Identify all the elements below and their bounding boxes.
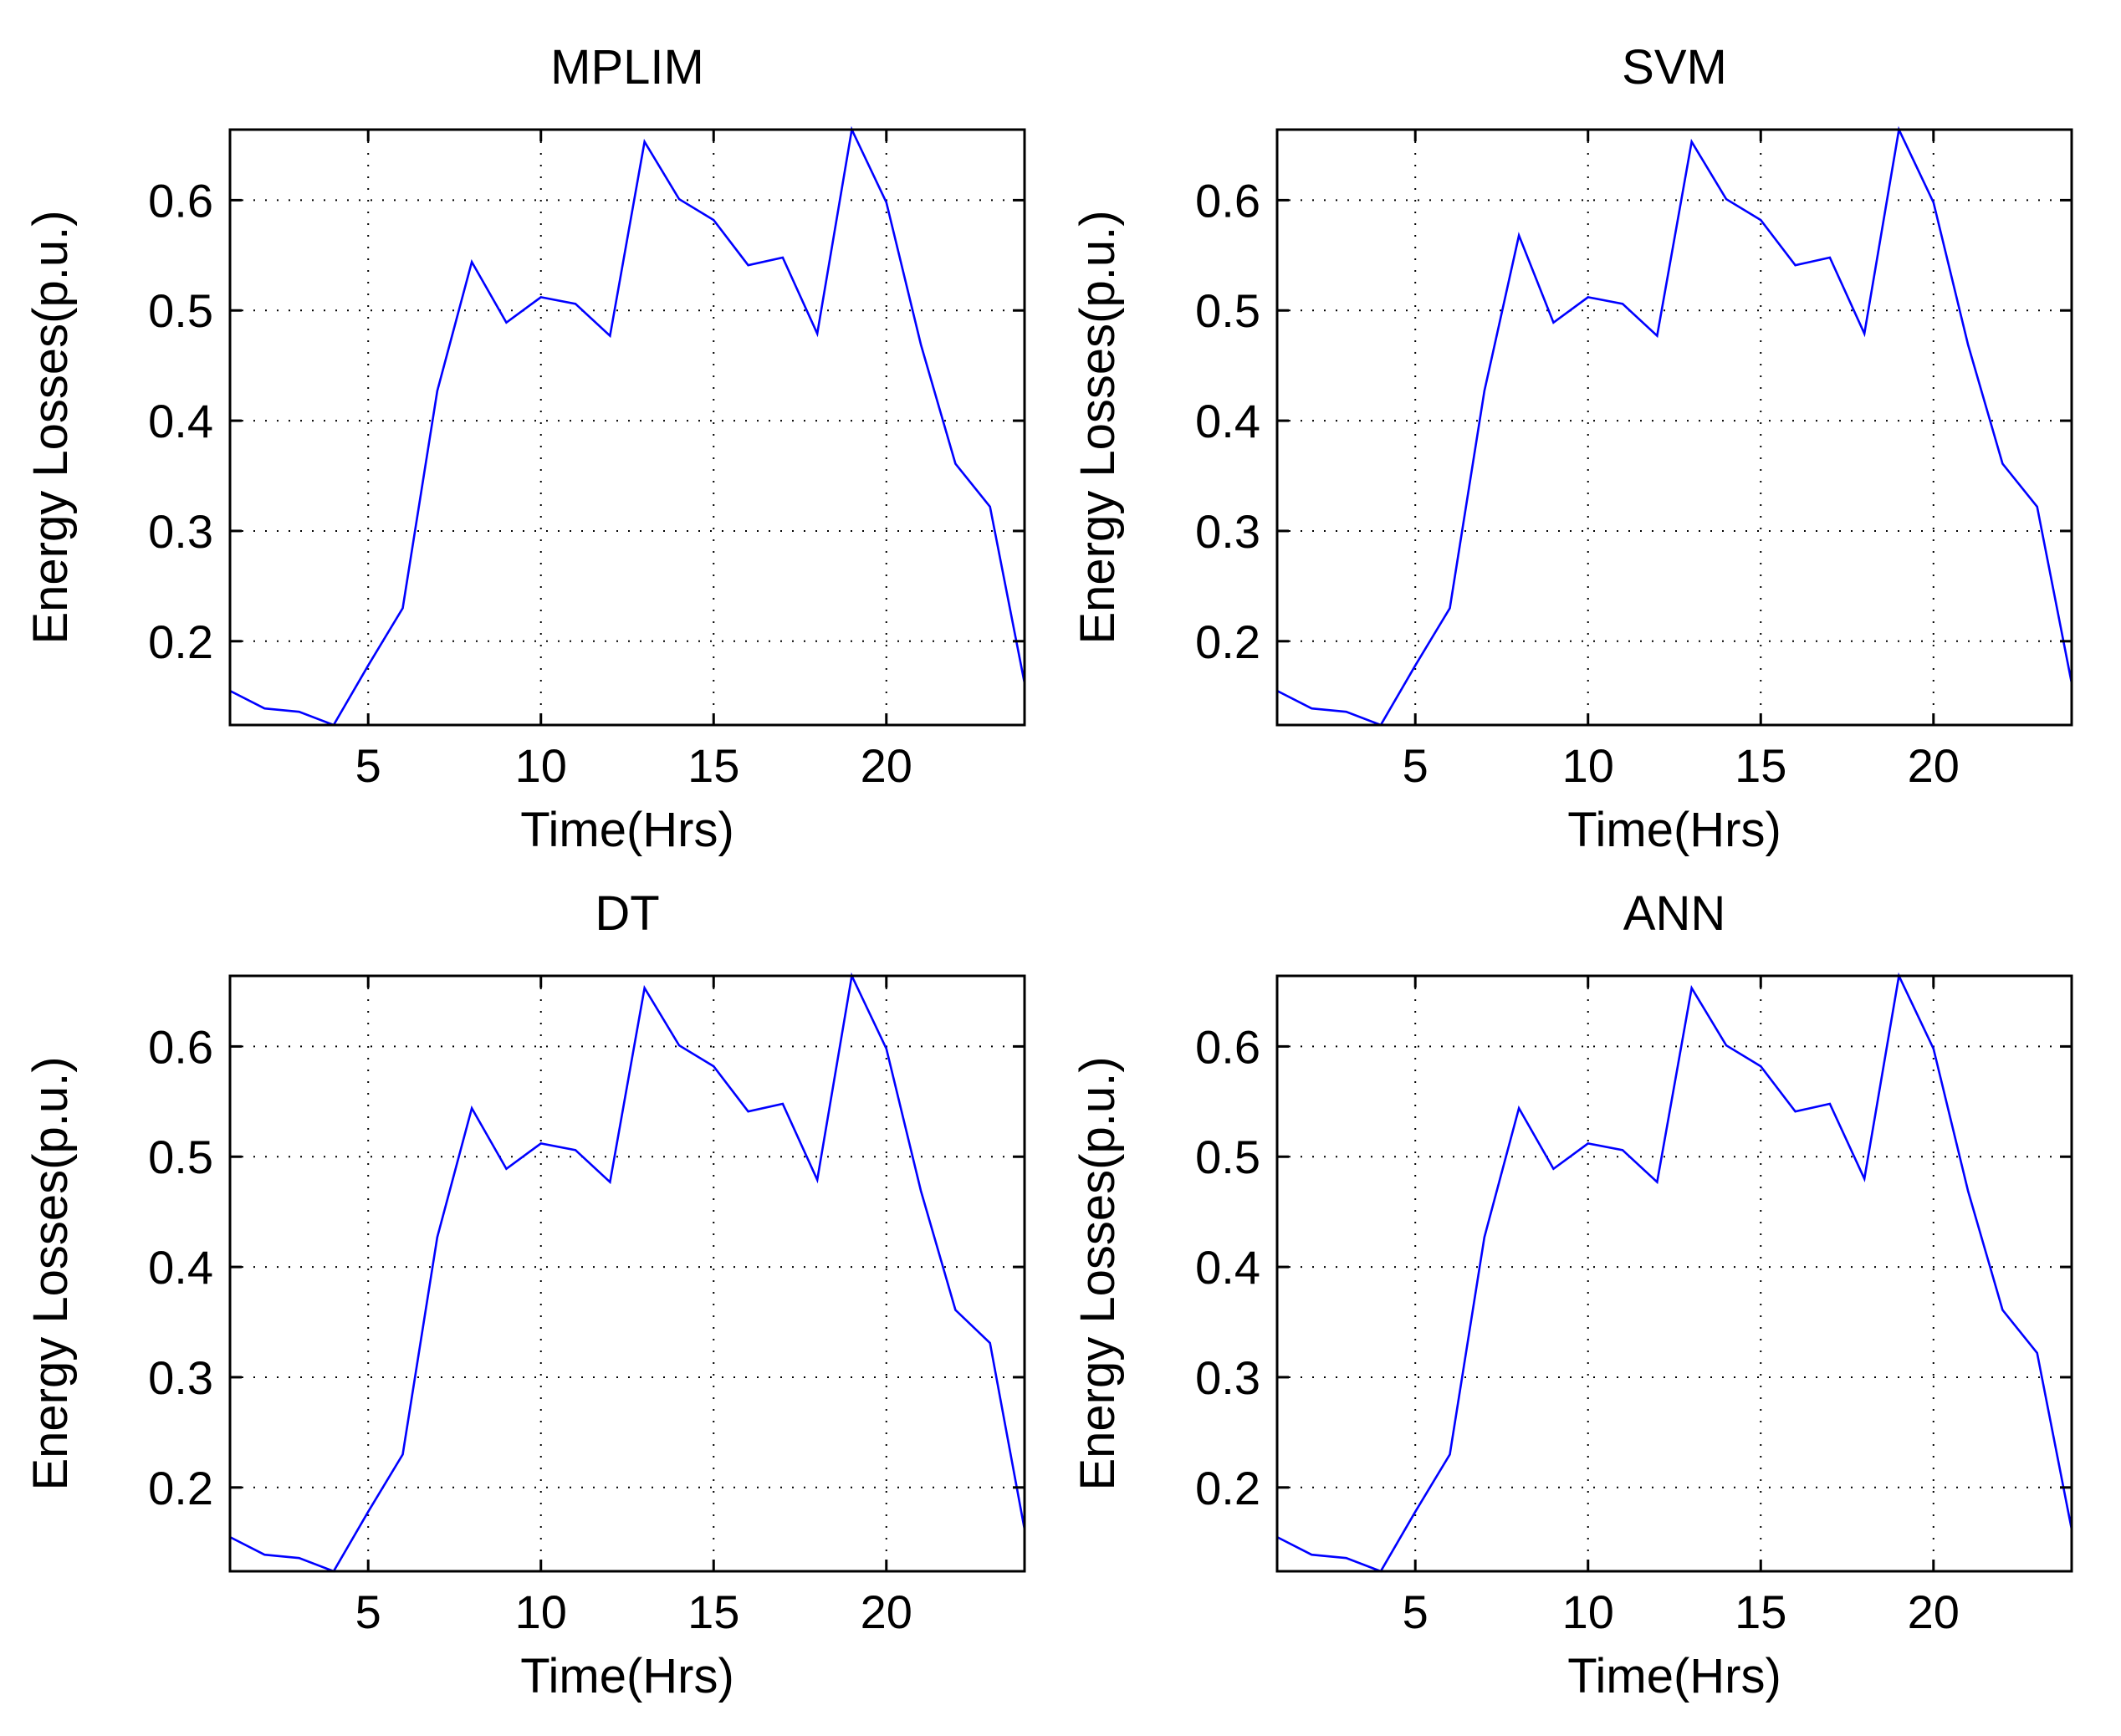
x-tick-label: 5 <box>355 739 381 792</box>
x-tick-label: 10 <box>1562 739 1614 792</box>
subplot-title: DT <box>595 886 659 941</box>
y-tick-label: 0.6 <box>148 1020 213 1073</box>
x-axis-label: Time(Hrs) <box>1567 803 1781 857</box>
x-axis-label: Time(Hrs) <box>520 1649 734 1703</box>
y-tick-label: 0.5 <box>1195 284 1260 337</box>
subplot-title: MPLIM <box>550 40 704 94</box>
series-line <box>229 125 1026 727</box>
y-tick-label: 0.6 <box>148 174 213 227</box>
y-tick-label: 0.4 <box>1195 395 1260 447</box>
axes-box <box>228 128 1026 727</box>
series-line <box>1276 125 2073 727</box>
x-tick-label: 5 <box>355 1585 381 1638</box>
x-tick-label: 15 <box>687 739 739 792</box>
subplot-ann: ANN 5 10 15 20 0.2 0.3 0.4 0.5 0.6 Time(… <box>1071 886 2073 1703</box>
x-tick-label: 5 <box>1403 739 1428 792</box>
y-tick-label: 0.2 <box>1195 615 1260 668</box>
y-tick-label: 0.4 <box>1195 1241 1260 1294</box>
x-axis-label: Time(Hrs) <box>520 803 734 857</box>
y-axis-label: Energy Losses(p.u.) <box>1071 210 1125 644</box>
y-tick-label: 0.2 <box>148 615 213 668</box>
series-line <box>1276 972 2073 1573</box>
tick-marks <box>230 976 1025 1571</box>
subplot-svm: SVM 5 10 15 20 0.2 0.3 0.4 0.5 0.6 Time(… <box>1071 40 2073 857</box>
tick-marks <box>230 130 1025 725</box>
y-tick-label: 0.4 <box>148 1241 213 1294</box>
y-axis-label: Energy Losses(p.u.) <box>23 210 78 644</box>
subplot-dt: DT 5 10 15 20 0.2 0.3 0.4 0.5 0.6 Time(H… <box>23 886 1026 1703</box>
subplot-title: ANN <box>1623 886 1725 941</box>
tick-marks <box>1277 976 2072 1571</box>
y-axis-label: Energy Losses(p.u.) <box>23 1056 78 1490</box>
x-tick-label: 5 <box>1403 1585 1428 1638</box>
series-line <box>229 972 1026 1573</box>
x-axis-label: Time(Hrs) <box>1567 1649 1781 1703</box>
x-tick-label: 15 <box>687 1585 739 1638</box>
x-tick-label: 20 <box>1908 739 1960 792</box>
axes-box <box>1275 974 2073 1573</box>
y-tick-label: 0.6 <box>1195 1020 1260 1073</box>
x-tick-label: 20 <box>861 1585 912 1638</box>
y-tick-label: 0.3 <box>1195 505 1260 558</box>
x-tick-label: 10 <box>1562 1585 1614 1638</box>
tick-marks <box>1277 130 2072 725</box>
y-axis-label: Energy Losses(p.u.) <box>1071 1056 1125 1490</box>
x-tick-label: 20 <box>861 739 912 792</box>
x-tick-label: 10 <box>515 1585 567 1638</box>
y-tick-label: 0.3 <box>148 1351 213 1404</box>
y-tick-label: 0.3 <box>148 505 213 558</box>
axes-box <box>1275 128 2073 727</box>
x-tick-label: 20 <box>1908 1585 1960 1638</box>
axes-box <box>228 974 1026 1573</box>
y-tick-label: 0.5 <box>148 284 213 337</box>
x-tick-label: 15 <box>1735 739 1786 792</box>
y-tick-label: 0.5 <box>1195 1131 1260 1183</box>
y-tick-label: 0.5 <box>148 1131 213 1183</box>
subplot-mplim: MPLIM 5 10 15 20 0.2 0.3 0.4 0.5 0.6 Tim… <box>23 40 1026 857</box>
y-tick-label: 0.6 <box>1195 174 1260 227</box>
x-tick-label: 10 <box>515 739 567 792</box>
y-tick-label: 0.4 <box>148 395 213 447</box>
y-tick-label: 0.3 <box>1195 1351 1260 1404</box>
x-tick-label: 15 <box>1735 1585 1786 1638</box>
y-tick-label: 0.2 <box>148 1462 213 1514</box>
subplot-title: SVM <box>1622 40 1727 94</box>
y-tick-label: 0.2 <box>1195 1462 1260 1514</box>
